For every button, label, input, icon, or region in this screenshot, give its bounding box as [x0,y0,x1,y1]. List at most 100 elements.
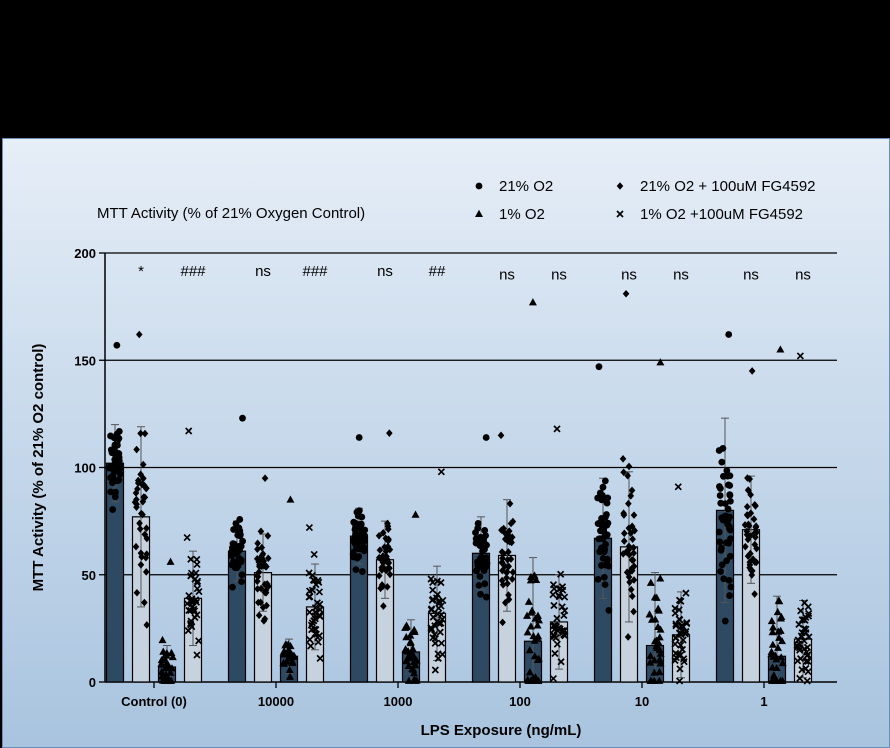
data-point [717,546,725,554]
significance-label: ns [377,263,393,280]
data-point [804,657,812,665]
data-point [410,625,419,633]
data-point [259,603,267,612]
data-point [500,524,507,533]
data-point [509,517,517,526]
data-point [528,298,537,306]
data-point [626,567,634,576]
data-point [497,431,505,440]
data-point [107,474,114,482]
data-point [630,607,637,616]
chart-panel: 0 50 100 150 200 Control (0) 10000 1000 100 10 1 * #… [2,138,890,748]
data-point [286,672,295,680]
data-point [746,561,754,569]
data-point [406,631,415,639]
data-point [435,620,444,628]
data-point [380,602,387,610]
data-point [795,620,803,629]
data-point [162,660,171,668]
data-point [116,465,124,473]
data-point [741,521,749,529]
data-point [601,545,609,553]
data-point [601,573,608,581]
data-point [107,488,114,496]
data-point [114,477,121,485]
data-point [557,570,565,578]
data-point [381,543,388,551]
data-point [803,677,811,685]
data-point [598,514,605,522]
data-point [801,616,809,624]
data-point [499,618,506,627]
data-point [285,665,294,674]
data-point [768,627,777,636]
data-point [727,583,735,591]
data-point [743,502,751,511]
data-point [628,486,636,495]
data-point [524,597,533,605]
data-point [629,592,636,600]
data-point [254,545,261,554]
data-point [773,643,782,651]
data-point [166,668,175,676]
data-point [141,598,148,607]
x-tick-label: 1000 [384,694,413,709]
data-point [674,483,682,491]
data-point [429,586,437,594]
data-point [627,529,635,537]
data-point [236,516,244,523]
data-point [529,673,538,681]
data-point [187,572,195,580]
data-point [429,613,437,621]
data-point [776,626,785,634]
data-point [624,633,632,641]
data-point [726,482,734,489]
data-point [289,652,298,660]
data-point [752,522,760,531]
data-point [185,427,193,435]
data-point [142,568,150,576]
data-point [111,456,119,464]
chart-svg: 0 50 100 150 200 Control (0) 10000 1000 100 10 1 * #… [30,178,837,739]
data-point [504,579,511,588]
data-point [622,289,630,298]
data-point [358,513,366,521]
data-point [355,434,363,441]
data-point [132,542,140,551]
data-point [646,651,655,659]
data-point [656,574,665,582]
data-point [239,537,246,545]
data-point [505,562,512,571]
data-point [654,606,663,614]
data-point [258,562,265,571]
data-point [437,639,446,647]
data-point [796,674,804,682]
data-point [744,511,752,520]
data-point [549,674,557,683]
data-point [133,445,140,454]
data-point [384,519,391,528]
data-point [143,484,150,493]
data-point [411,510,420,518]
data-point [560,626,569,635]
data-point [601,477,609,485]
data-point [723,557,731,565]
data-point [726,491,734,499]
data-point [594,575,602,583]
data-point [477,563,485,571]
data-point [747,566,755,574]
data-point [722,539,730,547]
data-point [725,525,733,532]
data-point [361,526,369,534]
data-point [359,533,367,541]
data-point [139,510,146,519]
data-point [776,614,785,622]
data-point [630,576,638,584]
data-point [384,583,391,591]
data-point [477,554,484,562]
data-point [625,550,633,559]
data-point [286,495,295,503]
data-point [748,367,756,375]
data-point [264,554,272,563]
data-point [655,655,664,663]
